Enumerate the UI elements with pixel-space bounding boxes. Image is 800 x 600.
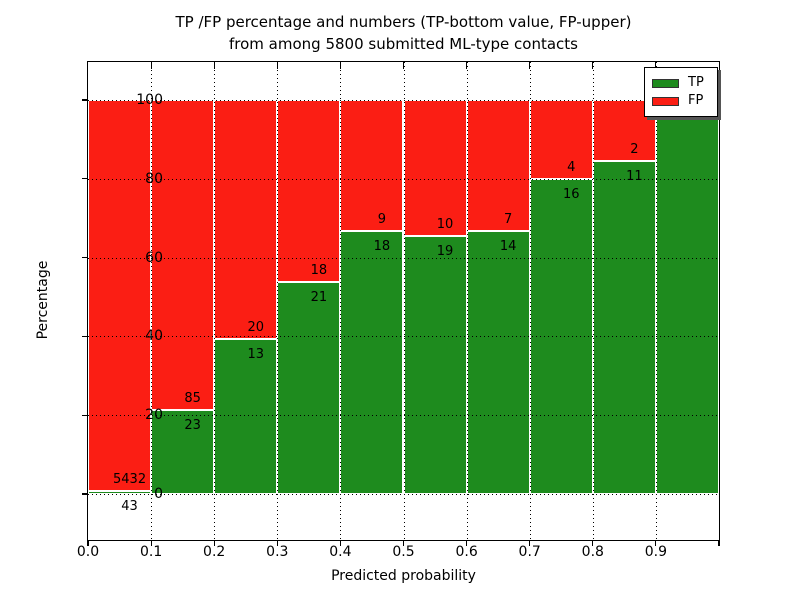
legend-label-tp: TP [688,75,704,90]
bar-segment-fp [340,100,404,232]
x-tick-label: 0.2 [203,544,226,560]
bar-label-tp: 43 [121,498,138,514]
top-tick [655,62,657,69]
top-tick [466,62,468,69]
bar-segment-fp [529,100,593,179]
x-tick [213,540,215,546]
chart-title-line2: from among 5800 submitted ML-type contac… [229,35,578,53]
y-axis-label: Percentage [35,260,51,340]
bar-label-tp: 11 [626,168,643,184]
bar-segment-tp [655,100,719,494]
bar-label-tp: 21 [310,289,328,305]
x-tick [655,540,657,546]
bar-label-fp: 2 [630,141,639,157]
bar-label-fp: 5432 [113,471,147,487]
y-tick [82,493,88,495]
x-axis-label: Predicted probability [331,568,476,584]
bar-segment-fp [403,100,467,236]
x-tick-label: 0.5 [392,544,415,560]
bar-label-tp: 14 [499,239,517,255]
x-tick [150,540,152,546]
gridline-v [340,62,342,540]
x-tick-label: 0.8 [581,544,604,560]
bar-label-fp: 9 [377,212,387,228]
x-tick [529,540,531,546]
x-tick-label: 0.7 [518,544,541,560]
bar-label-fp: 7 [504,212,513,228]
bar-segment-fp [151,100,215,411]
legend-label-fp: FP [688,93,704,108]
legend: TP FP [644,67,718,117]
bar-segment-tp [214,338,278,494]
top-tick [276,62,278,69]
gridline-v [403,62,405,540]
tp-swatch-icon [652,78,679,88]
chart-title-line1: TP /FP percentage and numbers (TP-bottom… [175,13,632,31]
bar-segment-tp [340,231,404,494]
legend-entry-tp: TP [652,75,710,91]
bar-segment-tp [403,235,467,494]
y-tick [82,99,88,101]
x-tick-label: 0.0 [76,544,100,560]
bar-segment-fp [88,100,152,491]
gridline-v [466,62,468,540]
top-tick [213,62,215,69]
bar-label-fp: 4 [567,159,576,175]
top-tick [339,62,341,69]
top-tick [150,62,152,69]
bar-label-tp: 16 [562,186,580,202]
bar-segment-tp [277,281,341,494]
chart-title: TP /FP percentage and numbers (TP-bottom… [7,11,800,55]
bar-label-tp: 19 [436,243,454,259]
top-tick [529,62,531,69]
x-tick-label: 0.1 [139,544,163,560]
x-tick [592,540,594,546]
y-tick [82,178,88,180]
bar-segment-tp [466,231,530,494]
x-tick [339,540,341,546]
plot-area: TP FP 5432 43 85 23 20 13 18 21 9 18 10 19 7 14 4 16 2 11… [77,61,720,560]
bar-segment-tp [151,410,215,494]
gridline-v [277,62,279,540]
fp-swatch-icon [652,96,679,106]
bar-segment-tp [88,490,152,494]
bar-label-fp: 85 [184,391,201,407]
legend-entry-fp: FP [652,93,710,109]
x-tick-label: 0.6 [455,544,478,560]
x-tick [276,540,278,546]
bar-label-tp: 13 [247,346,265,362]
bar-segment-tp [592,160,656,494]
y-tick [82,257,88,259]
bar-segment-fp [466,100,530,232]
top-tick [592,62,594,69]
x-tick [466,540,468,546]
bar-label-tp: 23 [184,418,201,434]
gridline-v [529,62,531,540]
bar-segment-fp [277,100,341,282]
gridline-v [214,62,216,540]
gridline-v [655,62,657,540]
bar-segment-fp [214,100,278,339]
bar-label-fp: 18 [310,262,328,278]
top-tick [402,62,405,69]
x-tick-label: 0.3 [266,544,289,560]
x-tick [718,540,720,546]
gridline-v [151,62,153,540]
x-tick-label: 0.4 [329,544,352,560]
x-tick [402,540,405,546]
y-tick [82,335,88,337]
x-tick [87,540,89,546]
bar-label-fp: 20 [247,319,265,335]
bar-label-fp: 10 [436,216,454,232]
bar-label-tp: 18 [373,239,391,255]
x-tick-label: 0.9 [644,544,668,560]
gridline-v [592,62,594,540]
y-tick [82,414,88,416]
